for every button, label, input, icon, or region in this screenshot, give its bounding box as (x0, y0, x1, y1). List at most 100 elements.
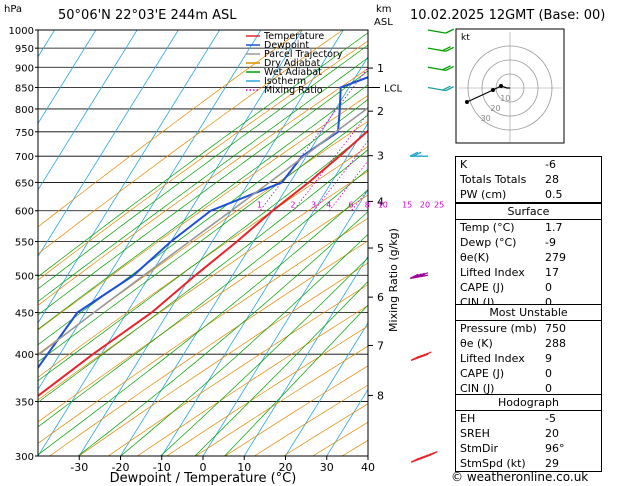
wind-barb-flag (445, 86, 455, 92)
skew-t-diagram: 1 2 3 4 6 8 10 15 20 2530035040045050055060065070… (0, 13, 456, 486)
wet-adiabat-line (38, 98, 368, 346)
mixing-ratio-line (437, 30, 455, 211)
mixing-ratio-label: 8 (365, 201, 370, 210)
wind-barb (410, 450, 438, 463)
wet-adiabat-line (159, 257, 368, 456)
legend-label: Mixing Ratio (264, 85, 323, 96)
pressure-tick-label: 950 (15, 44, 34, 55)
isotherm-line (38, 30, 97, 125)
hodograph-table-title: Hodograph (456, 395, 601, 411)
surface-row: Dewp (°C) -9 (456, 235, 601, 250)
legend-label: Isotherm (264, 76, 306, 87)
isotherm-line (0, 30, 13, 456)
wind-barb (409, 151, 428, 157)
surface-value: 1.7 (545, 221, 563, 234)
mixing-ratio-label: 20 (420, 201, 430, 210)
wind-barb (427, 46, 455, 52)
height-tick-label: 2 (377, 105, 384, 118)
mixing-ratio-line (381, 30, 455, 211)
hodograph-stat-label: StmDir (460, 442, 499, 455)
isotherm-line (38, 30, 179, 258)
pressure-tick-label: 1000 (9, 26, 34, 37)
isotherm-line (409, 30, 455, 456)
hodograph-stat-value: 96° (545, 442, 565, 455)
surface-value: 0 (545, 296, 552, 309)
mixing-ratio-label: 6 (348, 201, 353, 210)
dry-adiabat-line (417, 13, 455, 481)
wind-barb (427, 65, 455, 72)
most-unstable-value: 288 (545, 337, 566, 350)
wind-barb (410, 351, 432, 361)
most-unstable-panel: Most Unstable Pressure (mb) 750 θe (K) 288 L… (455, 304, 602, 397)
mixing-ratio-label: 2 (290, 201, 295, 210)
surface-label: Temp (°C) (460, 221, 515, 234)
hodograph-point (465, 100, 469, 104)
dry-adiabat-line (360, 13, 456, 481)
wet-adiabat-line (38, 57, 368, 302)
legend-label: Parcel Trajectory (264, 49, 343, 60)
legend-label: Dry Adiabat (264, 58, 321, 69)
wet-adiabat-line (38, 168, 368, 428)
pressure-tick-label: 350 (15, 397, 34, 408)
temperature-tick-label: 40 (361, 461, 375, 474)
index-row: K -6 (456, 157, 601, 172)
wind-barb-flag (422, 351, 432, 357)
hodograph-point (491, 88, 495, 92)
dry-adiabat-line (166, 325, 368, 456)
pressure-tick-label: 500 (15, 271, 34, 282)
wind-barb-flag (445, 28, 455, 34)
isotherm-line (285, 322, 368, 456)
isotherm-line (38, 30, 138, 191)
most-unstable-value: 750 (545, 322, 566, 335)
pressure-tick-label: 900 (15, 63, 34, 74)
isotherm-line (243, 255, 368, 456)
temperature-tick-label: 0 (200, 461, 207, 474)
wind-barb-flag (445, 46, 455, 52)
wind-barb-flag (429, 450, 438, 457)
most-unstable-value: 0 (545, 367, 552, 380)
surface-value: 0 (545, 281, 552, 294)
asl-unit-label: ASL (374, 17, 393, 28)
wet-adiabat-line (38, 131, 368, 382)
height-tick-label: 1 (377, 62, 384, 75)
mixing-ratio-line (351, 188, 368, 211)
most-unstable-title: Most Unstable (456, 305, 601, 321)
mixing-ratio-label: 25 (434, 201, 444, 210)
legend-label: Temperature (263, 31, 324, 42)
surface-label: θe(K) (460, 251, 490, 264)
mixing-ratio-label: 3 (311, 201, 316, 210)
hodograph-stat-row: StmSpd (kt) 29 (456, 456, 601, 471)
pressure-tick-label: 750 (15, 128, 34, 139)
mixing-ratio-label: 10 (378, 201, 388, 210)
index-value: 0.5 (545, 188, 563, 201)
wind-barb-flag (413, 273, 422, 279)
hodograph-stat-label: EH (460, 412, 476, 425)
lcl-label: LCL (384, 84, 403, 95)
isotherm-line (38, 30, 262, 391)
mixing-ratio-label: 1 (257, 201, 262, 210)
background-lines (0, 13, 456, 481)
pressure-tick-label: 550 (15, 238, 34, 249)
pressure-tick-label: 850 (15, 84, 34, 95)
most-unstable-label: CAPE (J) (460, 367, 505, 380)
temperature-tick-label: -20 (112, 461, 130, 474)
mixing-ratio-line (367, 209, 368, 211)
credit-text: © weatheronline.co.uk (451, 470, 589, 484)
most-unstable-row: Lifted Index 9 (456, 351, 601, 366)
hodograph-stat-label: SREH (460, 427, 490, 440)
isotherm-line (38, 30, 220, 324)
dry-adiabat-line (195, 345, 368, 456)
hodograph-ring-label: 30 (481, 114, 491, 123)
pressure-tick-label: 450 (15, 309, 34, 320)
datetime-label: 10.02.2025 12GMT (Base: 00) (410, 8, 606, 23)
location-title: 50°06'N 22°03'E 244m ASL (58, 8, 237, 23)
height-tick-label: 8 (377, 389, 384, 402)
isotherm-line (161, 122, 368, 456)
wind-barb-shaft (410, 274, 429, 280)
mixing-ratio-label: 4 (326, 201, 331, 210)
wind-barb-flag (412, 151, 422, 157)
surface-title: Surface (456, 204, 601, 220)
wet-adiabat-line (120, 233, 368, 456)
isotherm-line (78, 30, 344, 456)
